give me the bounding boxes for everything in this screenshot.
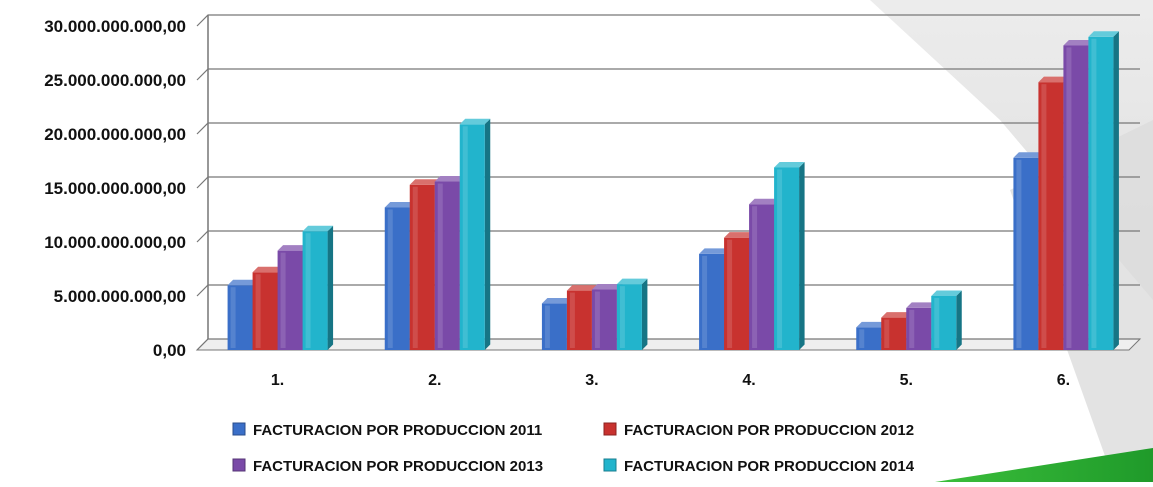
x-tick-label: 6.: [1057, 372, 1070, 389]
legend-item: FACTURACION POR PRODUCCION 2011: [232, 422, 542, 439]
y-axis-ticks: 0,00 5.000.000.000,00 10.000.000.000,00 15.…: [44, 17, 186, 360]
legend-swatch: [232, 422, 246, 436]
x-tick-label: 3.: [585, 372, 598, 389]
legend-swatch: [603, 422, 617, 436]
bars: [227, 31, 1119, 351]
y-tick-label: 10.000.000.000,00: [44, 233, 186, 252]
y-tick-label: 0,00: [153, 341, 186, 360]
gridline: [196, 284, 1140, 297]
legend-label: FACTURACION POR PRODUCCION 2012: [624, 422, 914, 439]
legend-item: FACTURACION POR PRODUCCION 2013: [232, 458, 543, 475]
legend-swatch: [232, 458, 246, 472]
legend-swatch: [603, 458, 617, 472]
bar: [459, 118, 491, 350]
bar: [931, 290, 962, 350]
gridline: [196, 230, 1140, 243]
y-tick-label: 25.000.000.000,00: [44, 71, 186, 90]
x-tick-label: 4.: [742, 372, 755, 389]
gridline: [196, 68, 1140, 81]
gridline: [196, 14, 1140, 27]
legend-label: FACTURACION POR PRODUCCION 2011: [253, 422, 542, 439]
bar: [774, 161, 805, 350]
gridline: [196, 338, 1140, 351]
y-tick-label: 15.000.000.000,00: [44, 179, 186, 198]
bar: [616, 278, 648, 350]
legend-item: FACTURACION POR PRODUCCION 2012: [603, 422, 914, 439]
bar: [1088, 31, 1119, 351]
y-tick-label: 5.000.000.000,00: [54, 287, 186, 306]
gridline: [196, 122, 1140, 135]
x-tick-label: 1.: [271, 372, 284, 389]
y-tick-label: 20.000.000.000,00: [44, 125, 186, 144]
gridline: [196, 176, 1140, 189]
y-tick-label: 30.000.000.000,00: [44, 17, 186, 36]
bar: [434, 176, 466, 350]
x-tick-label: 2.: [428, 372, 441, 389]
bar: [277, 245, 309, 350]
legend-label: FACTURACION POR PRODUCCION 2014: [624, 458, 915, 475]
legend-label: FACTURACION POR PRODUCCION 2013: [253, 458, 543, 475]
x-tick-label: 5.: [900, 372, 913, 389]
legend-item: FACTURACION POR PRODUCCION 2014: [603, 458, 915, 475]
x-axis-ticks: 1. 2. 3. 4. 5. 6.: [271, 372, 1070, 389]
bar: [302, 225, 334, 350]
chart-floor: [195, 338, 1142, 351]
legend: FACTURACION POR PRODUCCION 2011 FACTURACI…: [232, 422, 915, 475]
